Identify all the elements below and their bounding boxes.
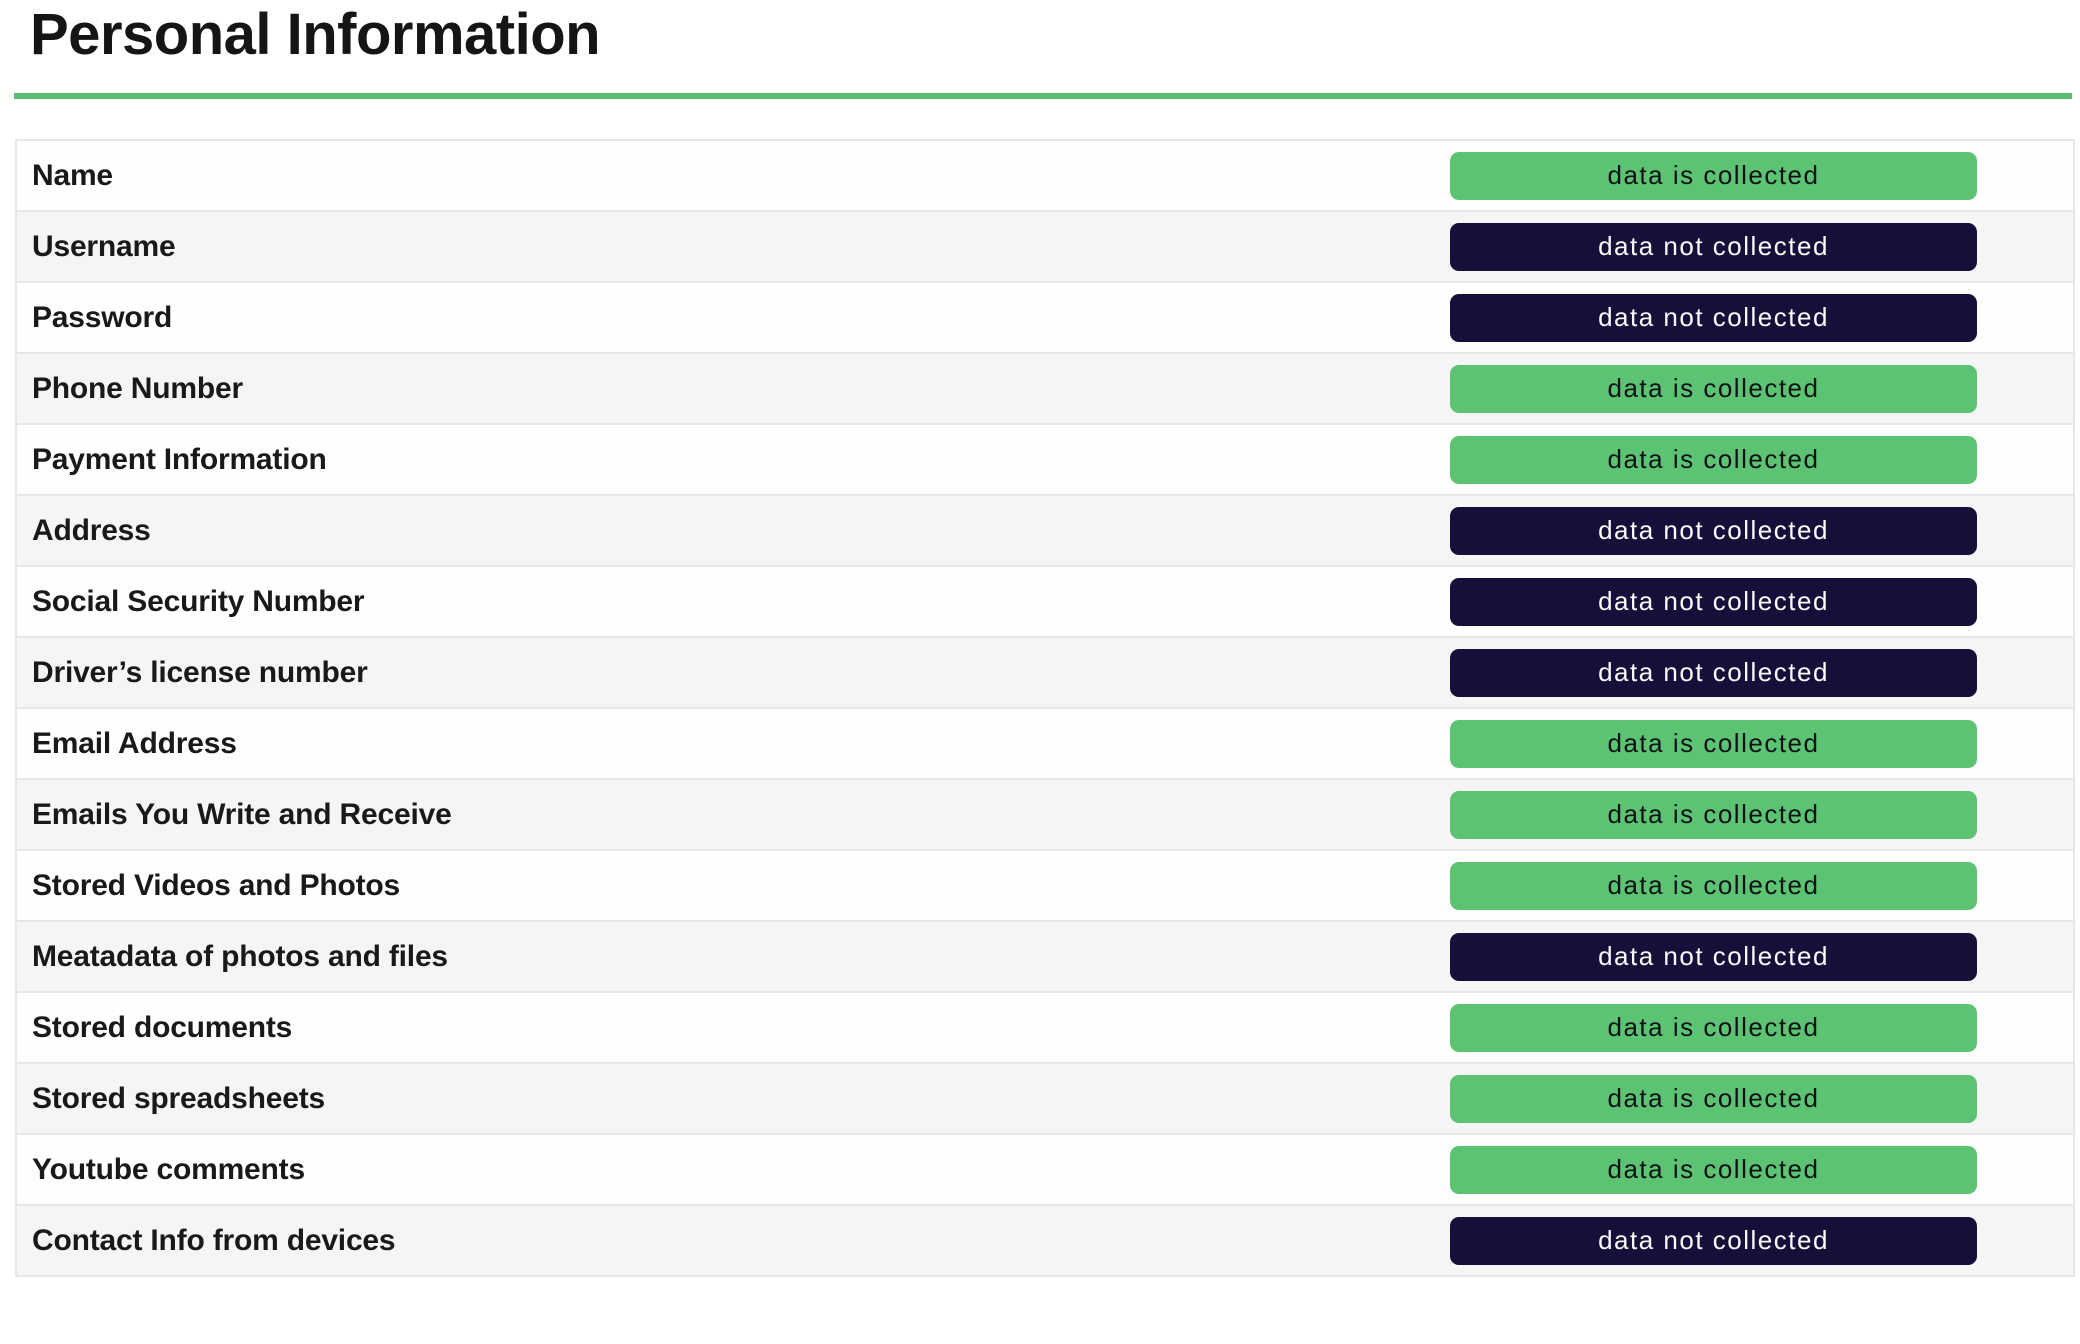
table-row: Password data not collected [17,283,2073,354]
data-type-label: Contact Info from devices [32,1223,396,1257]
table-row: Social Security Number data not collecte… [17,567,2073,638]
data-type-label: Payment Information [32,442,327,476]
table-row: Stored documents data is collected [17,993,2073,1064]
status-badge: data is collected [1450,1145,1977,1194]
data-collection-table: Name data is collected Username data not… [15,139,2075,1277]
data-type-label: Youtube comments [32,1152,305,1186]
status-badge: data is collected [1450,861,1977,910]
page-title: Personal Information [30,2,601,67]
table-row: Stored Videos and Photos data is collect… [17,851,2073,922]
data-type-label: Address [32,513,151,547]
data-type-label: Email Address [32,726,237,760]
status-badge: data is collected [1450,790,1977,839]
data-type-label: Emails You Write and Receive [32,797,452,831]
status-badge: data is collected [1450,364,1977,413]
data-type-label: Stored documents [32,1010,293,1044]
table-row: Address data not collected [17,496,2073,567]
table-row: Email Address data is collected [17,709,2073,780]
data-type-label: Meatadata of photos and files [32,939,448,973]
table-row: Driver’s license number data not collect… [17,638,2073,709]
status-badge: data not collected [1450,577,1977,626]
table-row: Meatadata of photos and files data not c… [17,922,2073,993]
table-row: Name data is collected [17,141,2073,212]
status-badge: data not collected [1450,506,1977,555]
status-badge: data is collected [1450,435,1977,484]
data-type-label: Password [32,300,173,334]
data-type-label: Stored Videos and Photos [32,868,401,902]
status-badge: data not collected [1450,293,1977,342]
status-badge: data is collected [1450,151,1977,200]
table-row: Contact Info from devices data not colle… [17,1206,2073,1277]
data-type-label: Username [32,229,176,263]
status-badge: data not collected [1450,932,1977,981]
table-row: Emails You Write and Receive data is col… [17,780,2073,851]
status-badge: data is collected [1450,1074,1977,1123]
data-type-label: Driver’s license number [32,655,368,689]
data-type-label: Social Security Number [32,584,365,618]
status-badge: data is collected [1450,719,1977,768]
data-type-label: Name [32,158,113,192]
status-badge: data not collected [1450,648,1977,697]
data-type-label: Stored spreadsheets [32,1081,325,1115]
table-row: Youtube comments data is collected [17,1135,2073,1206]
table-row: Stored spreadsheets data is collected [17,1064,2073,1135]
status-badge: data not collected [1450,1216,1977,1265]
table-row: Phone Number data is collected [17,354,2073,425]
status-badge: data is collected [1450,1003,1977,1052]
status-badge: data not collected [1450,222,1977,271]
table-row: Username data not collected [17,212,2073,283]
page-header: Personal Information [0,0,2080,99]
title-underline-divider [14,93,2072,99]
data-type-label: Phone Number [32,371,243,405]
table-row: Payment Information data is collected [17,425,2073,496]
